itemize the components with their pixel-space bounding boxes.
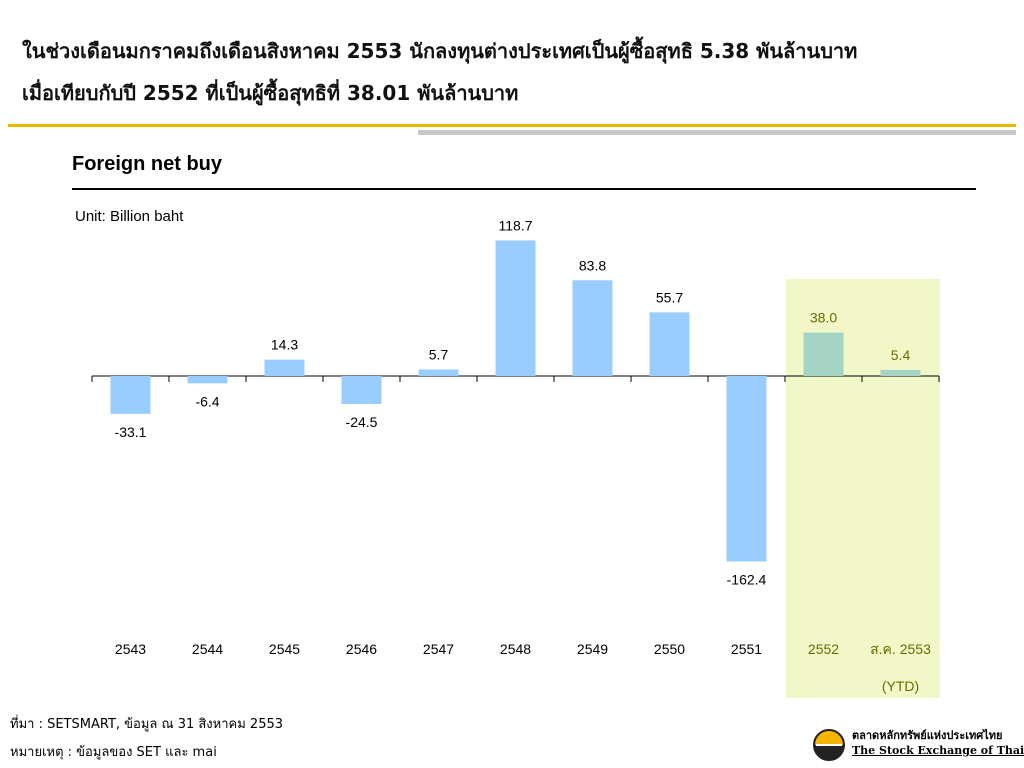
category-label: 2551	[731, 641, 762, 657]
value-label: 14.3	[271, 337, 298, 353]
set-logo-icon	[813, 729, 845, 761]
headline-line-1: ในช่วงเดือนมกราคมถึงเดือนสิงหาคม 2553 นั…	[22, 39, 858, 63]
category-label: 2543	[115, 641, 146, 657]
remark-note: หมายเหตุ : ข้อมูลของ SET และ mai	[10, 745, 217, 760]
value-label: 55.7	[656, 289, 683, 305]
bar-2549	[572, 280, 613, 376]
chart-title: Foreign net buy	[72, 153, 222, 175]
value-label: 5.7	[429, 346, 449, 362]
value-label: 83.8	[579, 257, 606, 273]
category-label: 2545	[269, 641, 300, 657]
value-label: 5.4	[891, 347, 911, 363]
bar-2550	[649, 312, 690, 376]
bar-2543	[110, 376, 151, 414]
headline: ในช่วงเดือนมกราคมถึงเดือนสิงหาคม 2553 นั…	[22, 30, 1012, 114]
category-label: 2547	[423, 641, 454, 657]
category-label: 2552	[808, 641, 839, 657]
bar-2551	[726, 376, 767, 562]
bar-2544	[187, 376, 228, 384]
bar-ส.ค. 2553	[880, 369, 921, 376]
category-label: 2550	[654, 641, 685, 657]
bar-2552	[803, 332, 844, 376]
logo-name-thai: ตลาดหลักทรัพย์แห่งประเทศไทย	[852, 729, 1003, 742]
value-label: -162.4	[727, 572, 767, 588]
category-label: 2546	[346, 641, 377, 657]
source-note: ที่มา : SETSMART, ข้อมูล ณ 31 สิงหาคม 25…	[10, 717, 284, 732]
value-label: -33.1	[115, 424, 147, 440]
category-label: ส.ค. 2553	[870, 641, 931, 657]
bar-2548	[495, 240, 536, 376]
value-label: -6.4	[195, 393, 219, 409]
value-label: -24.5	[346, 414, 378, 430]
logo-name-english: The Stock Exchange of Thailand	[852, 744, 1024, 757]
set-logo: ตลาดหลักทรัพย์แห่งประเทศไทย The Stock Ex…	[812, 724, 1024, 766]
bar-2546	[341, 376, 382, 404]
unit-label: Unit: Billion baht	[75, 208, 184, 225]
value-label: 118.7	[499, 217, 533, 233]
category-label: 2548	[500, 641, 531, 657]
value-label: 38.0	[810, 310, 837, 326]
chart-title-rule	[72, 188, 976, 190]
bar-2547	[418, 369, 459, 376]
gray-divider	[418, 130, 1016, 135]
gold-divider	[8, 124, 1016, 127]
bar-2545	[264, 359, 305, 376]
category-label: 2544	[192, 641, 223, 657]
ytd-note: (YTD)	[882, 678, 919, 694]
category-label: 2549	[577, 641, 608, 657]
headline-line-2: เมื่อเทียบกับปี 2552 ที่เป็นผู้ซื้อสุทธิ…	[22, 81, 519, 105]
